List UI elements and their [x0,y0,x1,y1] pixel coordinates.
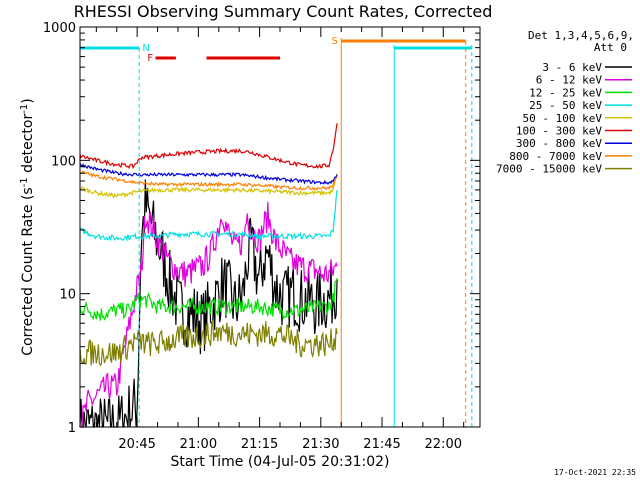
x-tick-label: 21:00 [180,437,217,452]
x-tick-label: 20:45 [118,437,155,452]
legend-label-300-800-kev: 300 - 800 keV [516,137,602,150]
series-line-12-25-kev [79,278,338,321]
series-line-100-300-kev [79,123,338,170]
series-line-50-100-kev [79,173,338,199]
x-tick-label: 21:30 [302,437,339,452]
x-tick-label: 21:45 [363,437,400,452]
x-axis: 20:45 21:00 21:15 21:30 21:45 22:00 [95,27,465,452]
chart-title: RHESSI Observing Summary Count Rates, Co… [74,2,493,21]
footer-date: 17-Oct-2021 22:35 [554,468,636,477]
legend-label-25-50-kev: 25 - 50 keV [529,99,602,112]
y-axis: 1 10 100 1000 [43,21,480,436]
y-tick-label: 1000 [43,21,76,36]
legend-label-12-25-kev: 12 - 25 keV [529,86,602,99]
series-line-300-800-kev [79,163,338,186]
plot-data-layer: NF S [79,36,473,429]
x-tick-label: 22:00 [425,437,462,452]
series-line-6-12-kev [80,201,338,428]
legend-label-6-12-kev: 6 - 12 keV [536,74,603,87]
legend-header-line-1: Det 1,3,4,5,6,9, [528,29,634,42]
legend-label-7000-15000-kev: 7000 - 15000 keV [496,163,602,176]
legend-label-50-100-kev: 50 - 100 keV [523,112,603,125]
legend-label-100-300-kev: 100 - 300 keV [516,125,602,138]
flag-label-s: S [332,36,338,47]
legend-header-line-2: Att 0 [594,41,627,54]
y-tick-label: 100 [51,154,76,169]
flag-label-n: N [142,43,149,54]
legend-label-800-7000-kev: 800 - 7000 keV [509,150,602,163]
flag-label-f: F [147,53,153,64]
plot-frame [79,26,481,428]
x-axis-label: Start Time (04-Jul-05 20:31:02) [170,454,389,470]
series-line-25-50-kev [79,189,338,243]
y-axis-label: Corrected Count Rate (s-1 detector-1) [19,98,36,355]
y-tick-label: 10 [59,288,76,303]
y-tick-label: 1 [68,421,76,436]
series-line-7000-15000-kev [79,319,338,367]
x-tick-label: 21:15 [241,437,278,452]
flag-overlay: NF S [80,36,473,427]
legend-label-3-6-kev: 3 - 6 keV [542,61,602,74]
series-line-800-7000-kev [79,170,338,191]
